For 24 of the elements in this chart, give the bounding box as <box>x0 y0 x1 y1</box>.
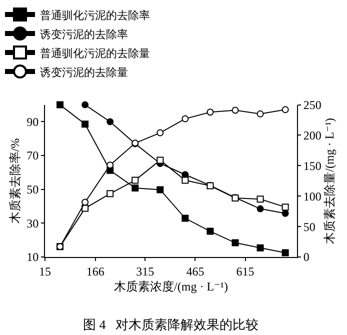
y-tick-label: 50 <box>26 182 39 197</box>
x-tick-label: 166 <box>86 264 104 278</box>
legend-label: 诱变污泥的去除量 <box>40 66 128 79</box>
x-tick-label: 315 <box>136 264 154 278</box>
y2-tick-label: 100 <box>303 189 322 204</box>
x-axis-title: 木质素浓度/(mg · L⁻¹) <box>114 279 228 294</box>
y-tick-label: 30 <box>26 216 39 230</box>
y2-tick-label: 200 <box>303 128 322 142</box>
x-tick-label: 615 <box>236 264 254 278</box>
y-axis-title: 木质素去除率/% <box>8 138 22 224</box>
y-tick-label: 10 <box>26 250 39 264</box>
legend-label: 诱变污泥的去除率 <box>40 28 128 41</box>
y2-tick-label: 0 <box>303 250 310 264</box>
y-tick-label: 90 <box>26 114 39 129</box>
legend-label: 普通驯化污泥的去除量 <box>40 46 150 60</box>
y2-tick-label: 250 <box>303 98 322 112</box>
x-tick-label: 15 <box>39 264 51 278</box>
y-tick-label: 70 <box>26 148 39 163</box>
legend-label: 普通驯化污泥的去除率 <box>40 8 150 22</box>
y2-tick-label: 50 <box>303 220 316 234</box>
caption: 图 4 对木质素降解效果的比较 <box>83 317 258 332</box>
x-tick-label: 465 <box>186 264 204 278</box>
y2-tick-label: 150 <box>303 158 322 173</box>
y2-axis-title: 木质素去除量/(mg · L⁻¹) <box>322 118 336 244</box>
